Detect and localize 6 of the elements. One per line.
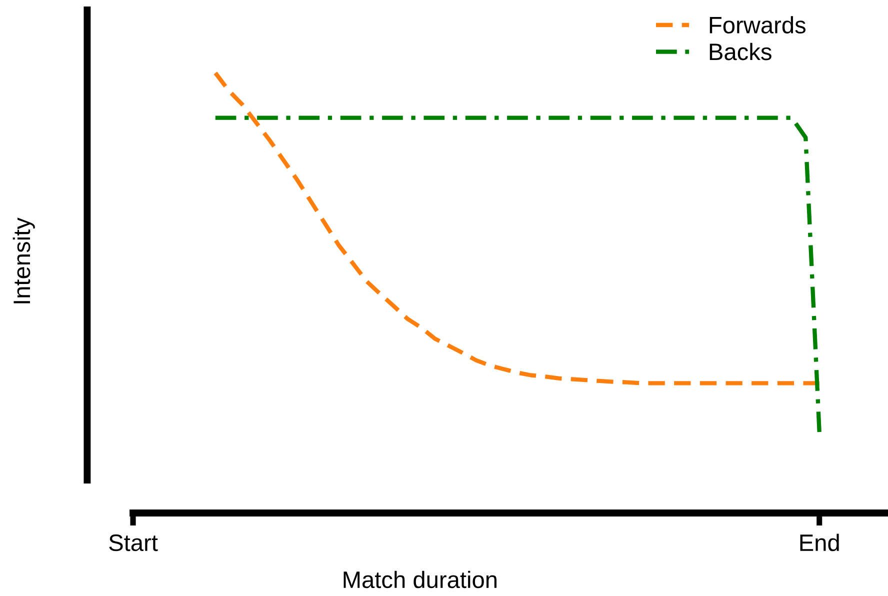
legend-label: Forwards	[710, 16, 806, 34]
x-tick-label: Start	[109, 534, 158, 552]
x-tick-label: End	[800, 534, 839, 552]
x-axis-title: Match duration	[344, 570, 496, 588]
y-axis-title: Intensity	[12, 218, 35, 304]
legend-label: Backs	[710, 42, 772, 60]
